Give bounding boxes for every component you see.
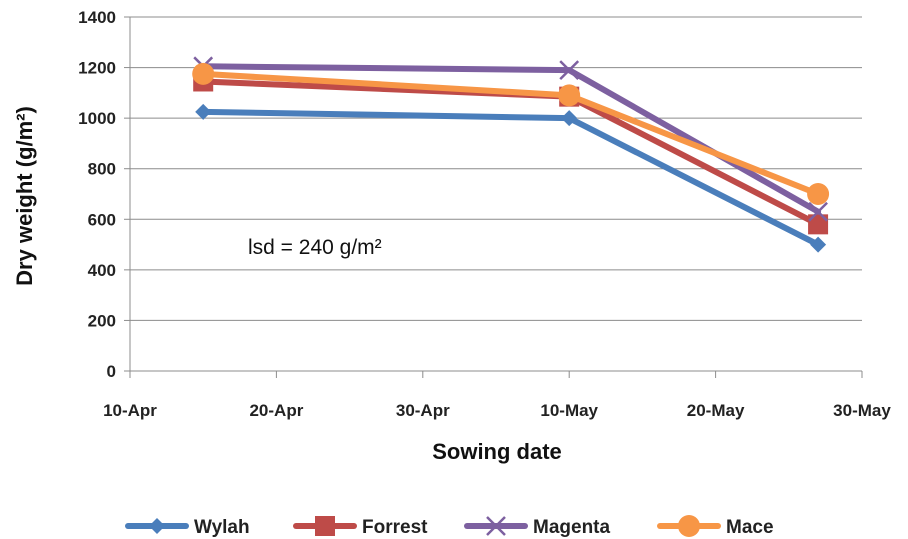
x-tick-label: 10-May (540, 401, 598, 420)
data-point-magenta (559, 60, 580, 80)
legend: Wylah Forrest Magenta Mace (125, 515, 774, 538)
y-tick-label: 400 (88, 261, 116, 280)
y-tick-label: 600 (88, 210, 116, 229)
x-tick-label: 30-May (833, 401, 891, 420)
series-wylah (195, 103, 827, 253)
series-forrest (193, 71, 829, 235)
y-tick-label: 200 (88, 311, 116, 330)
x-tick-label: 20-Apr (249, 401, 303, 420)
data-point-mace (558, 84, 581, 107)
x-axis-title: Sowing date (432, 439, 562, 464)
data-point-wylah (561, 110, 578, 127)
y-tick-label: 800 (88, 160, 116, 179)
lsd-annotation: lsd = 240 g/m² (248, 236, 382, 259)
y-tick-label: 1400 (78, 8, 116, 27)
y-axis-ticks: 0 200 400 600 800 1000 1200 1400 (78, 8, 116, 381)
y-tick-label: 0 (107, 362, 116, 381)
x-tick-label: 20-May (687, 401, 745, 420)
y-tick-label: 1000 (78, 109, 116, 128)
x-tick-label: 10-Apr (103, 401, 157, 420)
x-axis-ticks: 10-Apr 20-Apr 30-Apr 10-May 20-May 30-May (103, 401, 891, 420)
data-point-mace (807, 183, 830, 205)
legend-label-mace: Mace (726, 517, 774, 538)
legend-marker-wylah (149, 518, 165, 534)
data-point-wylah (810, 236, 827, 253)
series-mace (192, 62, 830, 205)
data-point-mace (192, 62, 215, 85)
legend-item-magenta: Magenta (464, 516, 611, 538)
legend-label-forrest: Forrest (362, 517, 428, 538)
y-axis-title: Dry weight (g/m²) (12, 106, 37, 286)
y-tick-label: 1200 (78, 59, 116, 78)
legend-marker-magenta (486, 516, 506, 536)
legend-item-mace: Mace (657, 515, 774, 538)
axes (124, 16, 863, 378)
legend-marker-forrest (315, 516, 335, 536)
data-point-wylah (195, 103, 212, 120)
series-line-forrest (200, 78, 822, 228)
x-tick-label: 30-Apr (396, 401, 450, 420)
legend-marker-mace (678, 515, 700, 537)
legend-label-magenta: Magenta (533, 517, 611, 538)
data-point-forrest (808, 214, 829, 235)
data-point-magenta (808, 201, 828, 222)
series-group (192, 56, 830, 253)
legend-item-forrest: Forrest (293, 516, 428, 538)
legend-label-wylah: Wylah (194, 517, 250, 538)
legend-item-wylah: Wylah (125, 517, 250, 538)
